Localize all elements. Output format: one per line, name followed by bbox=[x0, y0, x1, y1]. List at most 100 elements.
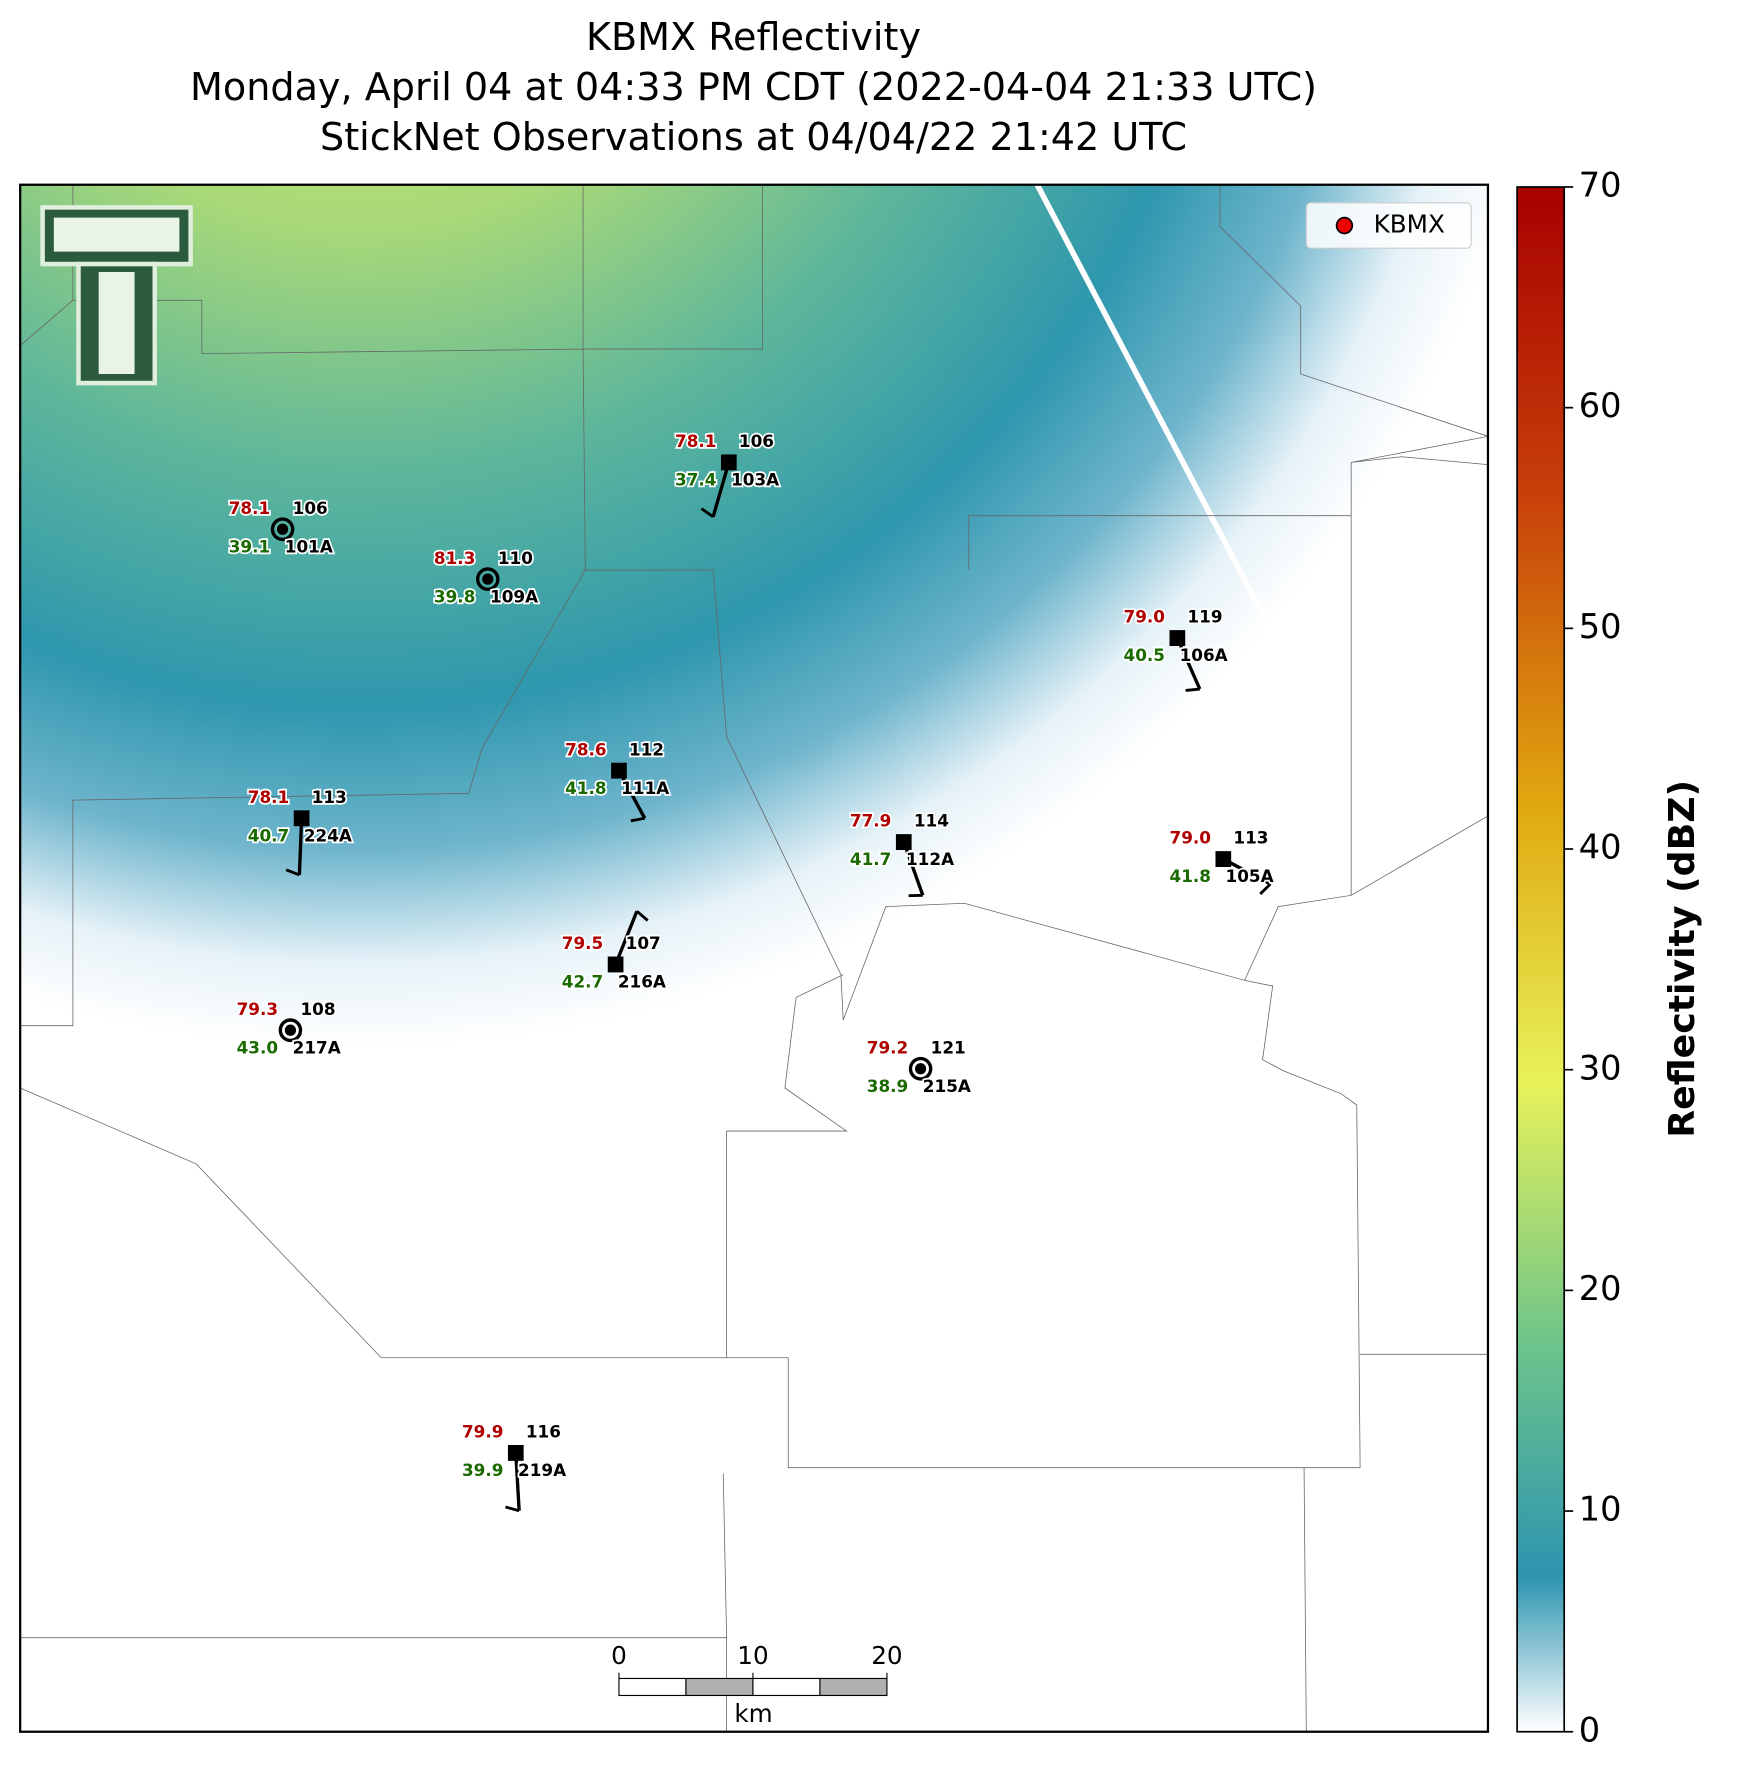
dewpoint: 40.7 bbox=[248, 825, 289, 845]
scale-segment bbox=[618, 1677, 687, 1697]
legend-marker bbox=[1335, 216, 1354, 235]
station-marker bbox=[475, 567, 500, 592]
station-marker bbox=[278, 1018, 303, 1043]
barb-flag bbox=[630, 816, 645, 823]
station-marker-dot bbox=[284, 1024, 297, 1036]
pressure: 112 bbox=[629, 739, 664, 759]
station-marker bbox=[607, 956, 624, 973]
dewpoint: 41.8 bbox=[1170, 866, 1211, 886]
scale-tick-label: 20 bbox=[871, 1641, 902, 1670]
station: 79.2 121 38.9 215A bbox=[865, 1036, 973, 1098]
wind-barb bbox=[902, 841, 925, 896]
station: 79.9 116 39.9 219A bbox=[460, 1420, 568, 1513]
scale-tick-label: 10 bbox=[737, 1641, 768, 1670]
station-marker bbox=[1215, 851, 1232, 867]
temperature: 77.9 bbox=[850, 811, 891, 831]
pressure: 113 bbox=[312, 787, 347, 807]
radar-map bbox=[20, 184, 1488, 1732]
dewpoint: 40.5 bbox=[1124, 645, 1165, 665]
colorbar-tick-label: 60 bbox=[1579, 386, 1622, 425]
station: 77.9 114 41.7 112A bbox=[848, 809, 956, 898]
station-marker bbox=[1169, 630, 1186, 646]
station-marker bbox=[908, 1056, 933, 1081]
scale-segment bbox=[752, 1677, 821, 1697]
barb-flag bbox=[505, 1505, 520, 1513]
station-marker bbox=[270, 517, 295, 542]
stations: 78.1 106 39.1 101A 81.3 110 39.8 109A 78.1 106 37.… bbox=[227, 429, 1275, 1513]
colorbar bbox=[1516, 186, 1566, 1733]
station: 79.0 113 41.8 105A bbox=[1168, 826, 1275, 895]
station-id: 224A bbox=[304, 825, 352, 845]
station-id: 109A bbox=[490, 586, 538, 606]
pressure: 110 bbox=[498, 548, 533, 568]
scale-tick-label: 0 bbox=[611, 1641, 627, 1670]
scale-bar: 0 10 20 km bbox=[611, 1641, 903, 1728]
barb-flag bbox=[635, 910, 649, 922]
pressure: 121 bbox=[931, 1037, 966, 1057]
temperature: 79.2 bbox=[867, 1037, 908, 1057]
station: 79.5 107 42.7 216A bbox=[560, 910, 668, 993]
pressure: 108 bbox=[301, 999, 336, 1019]
wind-barb bbox=[1175, 637, 1202, 690]
station-id: 111A bbox=[621, 778, 669, 798]
temperature: 78.1 bbox=[229, 498, 270, 518]
wind-barb bbox=[614, 910, 639, 966]
pressure: 113 bbox=[1233, 828, 1268, 848]
colorbar-ticks: 0 10 20 30 40 50 60 70 bbox=[1564, 165, 1622, 1749]
temperature: 79.3 bbox=[237, 999, 278, 1019]
pressure: 119 bbox=[1187, 607, 1222, 627]
wind-barb bbox=[297, 818, 304, 876]
temperature: 79.0 bbox=[1124, 607, 1165, 627]
station-id: 112A bbox=[906, 849, 954, 869]
scale-unit: km bbox=[734, 1699, 772, 1728]
temperature: 79.0 bbox=[1170, 828, 1211, 848]
legend-label: KBMX bbox=[1374, 209, 1445, 238]
pressure: 106 bbox=[293, 498, 328, 518]
temperature: 78.1 bbox=[675, 431, 716, 451]
title-line: StickNet Observations at 04/04/22 21:42 … bbox=[320, 115, 1187, 160]
barb-flag bbox=[1259, 882, 1272, 895]
station-marker-dot bbox=[276, 523, 289, 535]
colorbar-tick-label: 40 bbox=[1579, 827, 1622, 866]
dewpoint: 39.1 bbox=[229, 536, 270, 556]
pressure: 116 bbox=[526, 1421, 561, 1441]
legend: KBMX bbox=[1305, 202, 1472, 249]
station-marker-dot bbox=[914, 1063, 927, 1075]
map-frame bbox=[19, 183, 1490, 1733]
colorbar-tick-label: 20 bbox=[1579, 1269, 1622, 1308]
colorbar-tick-label: 10 bbox=[1579, 1489, 1622, 1528]
station-marker-dot bbox=[482, 573, 494, 585]
title: KBMX Reflectivity Monday, April 04 at 04:… bbox=[190, 15, 1317, 160]
legend-box bbox=[1305, 202, 1472, 249]
station-id: 106A bbox=[1180, 645, 1228, 665]
wind-barb bbox=[711, 461, 731, 518]
station: 78.6 112 41.8 111A bbox=[563, 738, 671, 823]
barb-flag bbox=[285, 868, 300, 877]
station: 78.1 113 40.7 224A bbox=[246, 785, 354, 877]
station: 81.3 110 39.8 109A bbox=[432, 546, 540, 608]
station: 79.0 119 40.5 106A bbox=[1122, 605, 1229, 692]
temperature: 81.3 bbox=[434, 548, 475, 568]
dewpoint: 42.7 bbox=[562, 972, 603, 992]
pressure: 114 bbox=[914, 811, 949, 831]
scale-segment bbox=[685, 1677, 754, 1697]
station: 78.1 106 39.1 101A bbox=[227, 496, 335, 558]
radial-artifact bbox=[1034, 184, 1360, 795]
station-id: 216A bbox=[618, 972, 666, 992]
colorbar-tick-label: 50 bbox=[1579, 607, 1622, 646]
station: 78.1 106 37.4 103A bbox=[673, 429, 781, 518]
station-id: 103A bbox=[731, 469, 779, 489]
station-id: 105A bbox=[1226, 866, 1274, 886]
dewpoint: 38.9 bbox=[867, 1076, 908, 1096]
title-line: Monday, April 04 at 04:33 PM CDT (2022-0… bbox=[190, 65, 1317, 110]
temperature: 78.1 bbox=[248, 787, 289, 807]
dewpoint: 41.8 bbox=[565, 778, 606, 798]
temperature: 79.5 bbox=[562, 933, 603, 953]
station-marker bbox=[507, 1445, 524, 1461]
colorbar-label: Reflectivity (dBZ) bbox=[1661, 780, 1703, 1138]
barb-flag bbox=[700, 507, 714, 518]
temperature: 78.6 bbox=[565, 739, 606, 759]
colorbar-tick-label: 30 bbox=[1579, 1048, 1622, 1087]
dewpoint: 41.7 bbox=[850, 849, 891, 869]
